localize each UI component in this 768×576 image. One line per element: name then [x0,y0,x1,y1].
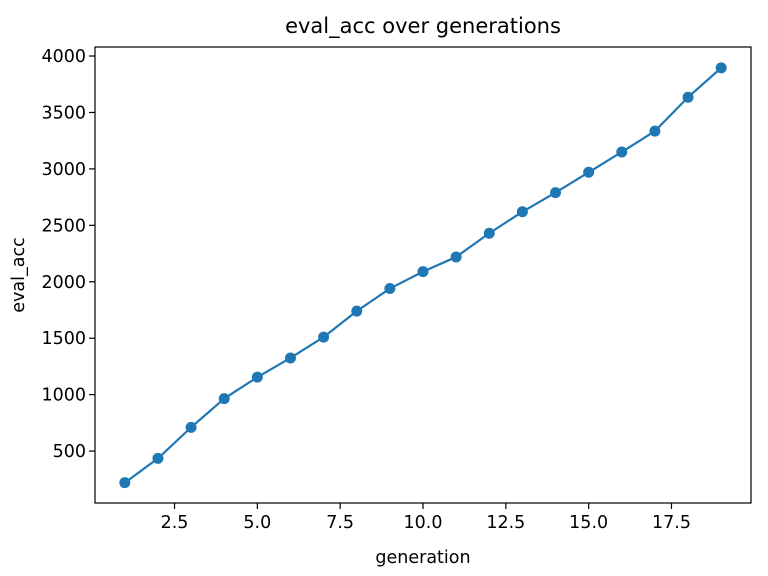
x-axis-label: generation [375,548,470,568]
data-point-marker [185,421,197,433]
x-tick-label: 5.0 [243,513,271,533]
data-point-marker [417,266,429,278]
y-tick-label: 1000 [41,386,86,406]
data-point-marker [218,393,230,405]
data-point-marker [450,251,462,263]
x-tick-label: 12.5 [486,513,525,533]
data-point-marker [119,477,131,489]
y-tick-label: 4000 [41,47,86,67]
data-point-marker [682,91,694,103]
y-tick-label: 2500 [41,216,86,236]
data-point-marker [516,206,528,218]
data-point-marker [616,146,628,158]
y-tick-label: 2000 [41,273,86,293]
x-tick-label: 10.0 [404,513,443,533]
data-point-marker [251,371,263,383]
data-point-marker [649,125,661,137]
x-tick-label: 7.5 [326,513,354,533]
x-tick-label: 17.5 [652,513,691,533]
data-point-marker [715,62,727,74]
y-axis-label: eval_acc [9,237,29,312]
y-tick-label: 3000 [41,160,86,180]
plot-area: 2.5 5.0 7.5 10.0 12.5 15.0 17.5 500 1000 1500 2000… [41,46,752,533]
y-tick-label: 1500 [41,329,86,349]
y-tick-label: 500 [53,442,86,462]
data-point-marker [583,166,595,178]
data-point-marker [318,331,330,343]
chart-title: eval_acc over generations [285,14,561,39]
x-tick-label: 2.5 [161,513,189,533]
data-point-marker [483,227,495,239]
data-point-marker [351,305,363,317]
data-point-marker [550,187,562,199]
data-point-marker [152,452,164,464]
data-point-marker [384,283,396,295]
y-tick-label: 3500 [41,103,86,123]
data-point-marker [284,352,296,364]
x-tick-label: 15.0 [569,513,608,533]
